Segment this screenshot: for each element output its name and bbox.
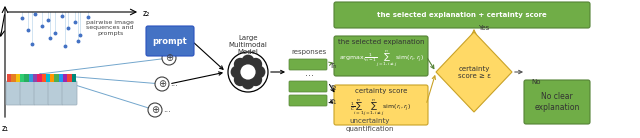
FancyBboxPatch shape (146, 26, 194, 56)
Circle shape (241, 64, 255, 80)
Text: r₂: r₂ (330, 83, 337, 91)
FancyBboxPatch shape (334, 36, 428, 76)
Circle shape (242, 77, 255, 89)
FancyBboxPatch shape (289, 95, 327, 106)
Text: ...: ... (163, 105, 171, 115)
FancyBboxPatch shape (34, 81, 49, 105)
FancyBboxPatch shape (524, 80, 590, 124)
Text: ...: ... (170, 79, 178, 88)
Text: $\frac{1}{C}\sum_{i=1}^{n}\sum_{j=1,i\neq j}^{n}\mathrm{sim}(r_i, r_j)$: $\frac{1}{C}\sum_{i=1}^{n}\sum_{j=1,i\ne… (351, 98, 412, 118)
Text: $\mathrm{argmax}_i\frac{1}{n-1}\sum_{j=1,i\neq j}^{n}\mathrm{sim}(r_i,r_j)$: $\mathrm{argmax}_i\frac{1}{n-1}\sum_{j=1… (339, 49, 424, 69)
Circle shape (234, 58, 246, 71)
Bar (72, 74, 76, 82)
Text: responses: responses (291, 49, 326, 55)
Bar (24, 74, 29, 82)
Bar (20, 74, 24, 82)
Bar (46, 74, 50, 82)
Text: No clear
explanation: No clear explanation (534, 92, 580, 112)
Text: No: No (531, 79, 541, 85)
Polygon shape (436, 32, 512, 112)
Text: ⊕: ⊕ (158, 79, 166, 89)
Text: uncertainty
quantification: uncertainty quantification (346, 119, 394, 132)
Text: ...: ... (305, 68, 314, 78)
Circle shape (148, 103, 162, 117)
Bar (54, 74, 59, 82)
Circle shape (250, 73, 262, 86)
Text: Large
Multimodal
Model: Large Multimodal Model (228, 35, 268, 55)
Text: the selected explanation + certainty score: the selected explanation + certainty sco… (377, 12, 547, 18)
Circle shape (162, 51, 176, 65)
Text: pairwise image
sequences and
prompts: pairwise image sequences and prompts (86, 20, 134, 36)
Text: z₂: z₂ (143, 10, 150, 18)
Bar (37, 74, 42, 82)
Text: r₁: r₁ (330, 96, 336, 105)
FancyBboxPatch shape (6, 81, 21, 105)
Circle shape (250, 58, 262, 71)
FancyBboxPatch shape (20, 81, 35, 105)
Circle shape (242, 55, 255, 67)
Text: ⊕: ⊕ (151, 105, 159, 115)
Circle shape (230, 66, 243, 78)
Circle shape (228, 52, 268, 92)
Text: the selected explanation: the selected explanation (338, 39, 424, 45)
Circle shape (253, 66, 266, 78)
Circle shape (155, 77, 169, 91)
FancyBboxPatch shape (289, 59, 327, 70)
Bar (59, 74, 63, 82)
FancyBboxPatch shape (289, 81, 327, 92)
Bar (33, 74, 37, 82)
Text: certainty
score ≥ ε: certainty score ≥ ε (458, 66, 490, 79)
FancyBboxPatch shape (334, 2, 590, 28)
FancyBboxPatch shape (62, 81, 77, 105)
Bar (63, 74, 67, 82)
Text: ⊕: ⊕ (165, 53, 173, 63)
FancyBboxPatch shape (334, 85, 428, 125)
Bar (29, 74, 33, 82)
Text: prompt: prompt (152, 36, 188, 46)
Circle shape (234, 73, 246, 86)
Bar (42, 74, 46, 82)
Bar (15, 74, 20, 82)
Text: z₁: z₁ (1, 124, 8, 133)
Bar (67, 74, 72, 82)
Text: Yes: Yes (478, 25, 490, 31)
FancyBboxPatch shape (48, 81, 63, 105)
Text: rₙ: rₙ (330, 60, 336, 70)
Bar (50, 74, 54, 82)
Bar (12, 74, 15, 82)
Bar (7, 74, 12, 82)
Text: certainty score: certainty score (355, 88, 407, 94)
